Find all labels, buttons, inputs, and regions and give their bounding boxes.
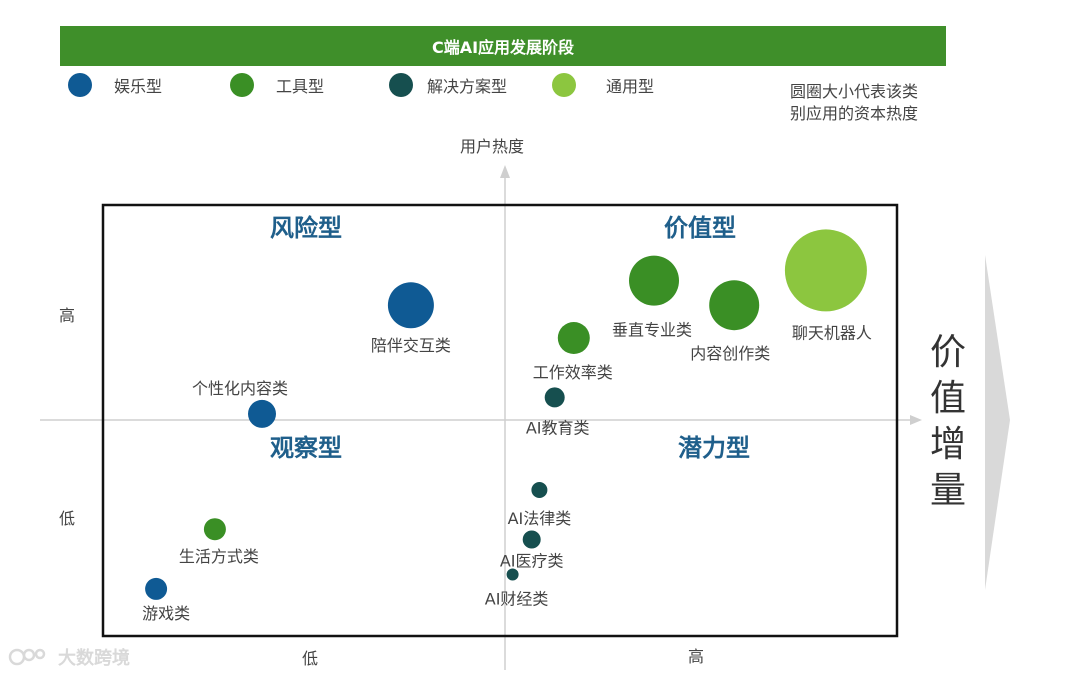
y-tick-high: 高 (59, 306, 76, 325)
chart-title: C端AI应用发展阶段 (431, 38, 575, 57)
point-4 (629, 255, 679, 306)
point-1 (248, 399, 276, 428)
x-axis-arrowhead (910, 415, 922, 425)
point-0 (387, 282, 434, 329)
legend-dot-tool (230, 73, 254, 97)
quadrant-top-left-label: 风险型 (270, 214, 342, 242)
point-10 (522, 530, 541, 549)
watermark-logo-icon (8, 648, 46, 666)
point-label-11: AI财经类 (485, 590, 549, 609)
legend-dot-general (552, 73, 576, 97)
chart-title-banner: C端AI应用发展阶段 (60, 26, 946, 66)
legend-label-general: 通用型 (606, 77, 655, 96)
y-tick-low: 低 (59, 509, 76, 528)
point-5 (709, 280, 760, 331)
x-tick-low: 低 (302, 649, 319, 668)
point-label-6: 工作效率类 (533, 363, 613, 382)
point-label-5: 内容创作类 (690, 344, 770, 363)
point-label-7: 聊天机器人 (792, 323, 872, 342)
legend-item-general: 通用型 (552, 72, 654, 98)
point-label-10: AI医疗类 (500, 552, 564, 571)
point-label-8: AI教育类 (526, 418, 590, 437)
point-8 (544, 387, 565, 408)
x-tick-high: 高 (688, 647, 705, 666)
legend-label-entertainment: 娱乐型 (114, 77, 163, 96)
point-7 (784, 229, 867, 312)
quadrant-bottom-left-label: 观察型 (270, 434, 342, 462)
point-label-4: 垂直专业类 (612, 321, 692, 340)
plot-frame (101, 203, 899, 638)
watermark: 大数跨境 (8, 644, 130, 670)
point-2 (145, 577, 168, 600)
point-label-2: 游戏类 (142, 604, 190, 623)
quadrant-bottom-right-label: 潜力型 (678, 434, 750, 462)
legend-label-solution: 解决方案型 (427, 77, 508, 96)
point-label-0: 陪伴交互类 (371, 336, 451, 355)
point-9 (531, 482, 548, 498)
point-label-1: 个性化内容类 (192, 379, 288, 398)
y-axis-arrowhead (500, 165, 510, 178)
legend-dot-entertainment (68, 73, 92, 97)
watermark-text: 大数跨境 (58, 648, 130, 669)
quadrant-top-right-label: 价值型 (664, 214, 736, 242)
point-label-9: AI法律类 (508, 509, 572, 528)
x-axis-big-arrow (985, 255, 1010, 590)
point-11 (506, 568, 519, 581)
legend-item-solution: 解决方案型 (389, 72, 507, 98)
legend-item-entertainment: 娱乐型 (68, 72, 162, 98)
legend-dot-solution (389, 73, 413, 97)
y-axis-label: 用户热度 (460, 137, 525, 156)
point-label-3: 生活方式类 (179, 547, 259, 566)
legend-label-tool: 工具型 (276, 77, 325, 96)
point-3 (203, 518, 226, 541)
point-6 (557, 322, 590, 354)
size-note: 圆圈大小代表该类别应用的资本热度 (790, 82, 919, 123)
legend-item-tool: 工具型 (230, 72, 324, 98)
x-axis-title: 价值增量 (929, 332, 966, 511)
